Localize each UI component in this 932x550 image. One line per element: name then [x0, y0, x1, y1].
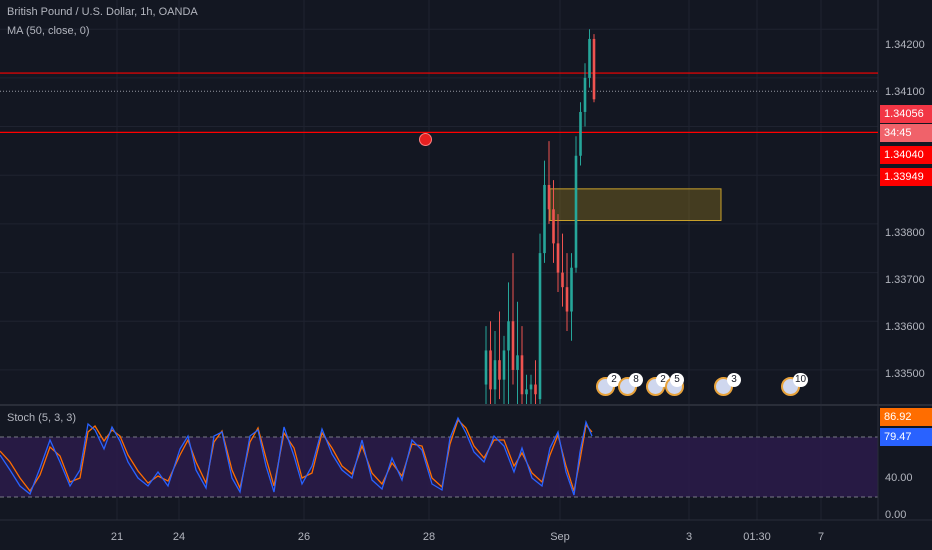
stoch-tick: 40.00	[885, 472, 913, 484]
overlay-layer	[0, 72, 878, 221]
candle-body	[574, 155, 578, 268]
event-count-badge: 2	[607, 373, 621, 387]
event-count-badge: 3	[727, 373, 741, 387]
event-count-badge: 10	[793, 373, 809, 387]
candle-body	[489, 350, 492, 390]
candle-body	[520, 355, 524, 395]
candle-body	[511, 321, 515, 370]
symbol-legend[interactable]: British Pound / U.S. Dollar, 1h, OANDA	[7, 6, 198, 18]
time-label: 24	[173, 531, 185, 543]
candle-body	[579, 111, 582, 156]
candle-body	[516, 355, 519, 370]
candle-body	[592, 38, 596, 100]
candle-body	[484, 350, 488, 385]
candle-body	[552, 209, 555, 244]
candle-body	[556, 243, 560, 273]
candle-body	[588, 38, 591, 78]
price-axis[interactable]: 1.34200 1.34100 1.33800 1.33700 1.33600 …	[885, 39, 925, 521]
alarm-clock-icon[interactable]	[419, 133, 432, 146]
candle-body	[498, 360, 501, 380]
price-tick: 1.33500	[885, 368, 925, 380]
time-label: 01:30	[743, 531, 771, 543]
candle-body	[534, 384, 537, 395]
candle-body	[543, 184, 546, 254]
level-1-tag: 1.34040	[880, 146, 932, 164]
candle-body	[565, 287, 569, 312]
stochastic-lines	[0, 416, 593, 496]
event-count-badge: 8	[629, 373, 643, 387]
candle-body	[493, 360, 497, 390]
ma-legend[interactable]: MA (50, close, 0)	[7, 25, 90, 37]
stoch-legend[interactable]: Stoch (5, 3, 3)	[7, 412, 77, 424]
stoch-k-line	[0, 416, 593, 496]
stoch-band	[0, 437, 878, 497]
time-label: 28	[423, 531, 435, 543]
candle-body	[502, 350, 506, 380]
stoch-k-tag: 86.92	[880, 408, 932, 426]
candle-body	[570, 267, 573, 312]
price-tick: 1.33800	[885, 227, 925, 239]
countdown-tag: 34:45	[880, 124, 932, 142]
stoch-tick: 0.00	[885, 509, 906, 521]
candle-body	[547, 184, 551, 210]
grid	[0, 0, 878, 520]
time-label: 3	[686, 531, 692, 543]
time-label: 26	[298, 531, 310, 543]
time-label: Sep	[550, 531, 570, 543]
price-tick: 1.33600	[885, 321, 925, 333]
time-label: 21	[111, 531, 123, 543]
time-label: 7	[818, 531, 824, 543]
candle-body	[529, 384, 533, 390]
time-axis[interactable]: 21 24 26 28 Sep 3 01:30 7	[111, 531, 824, 543]
price-tick: 1.34100	[885, 86, 925, 98]
candle-body	[507, 321, 510, 351]
candle-body	[583, 77, 587, 112]
candle-body	[538, 253, 542, 400]
candle-body	[525, 389, 528, 395]
level-2-tag: 1.33949	[880, 168, 932, 186]
price-tick: 1.33700	[885, 274, 925, 286]
price-tick: 1.34200	[885, 39, 925, 51]
last-price-tag: 1.34056	[880, 105, 932, 123]
stoch-d-line	[0, 418, 593, 493]
stoch-d-tag: 79.47	[880, 428, 932, 446]
event-count-badge: 5	[670, 373, 684, 387]
candle-body	[561, 272, 564, 288]
candles	[484, 29, 596, 404]
